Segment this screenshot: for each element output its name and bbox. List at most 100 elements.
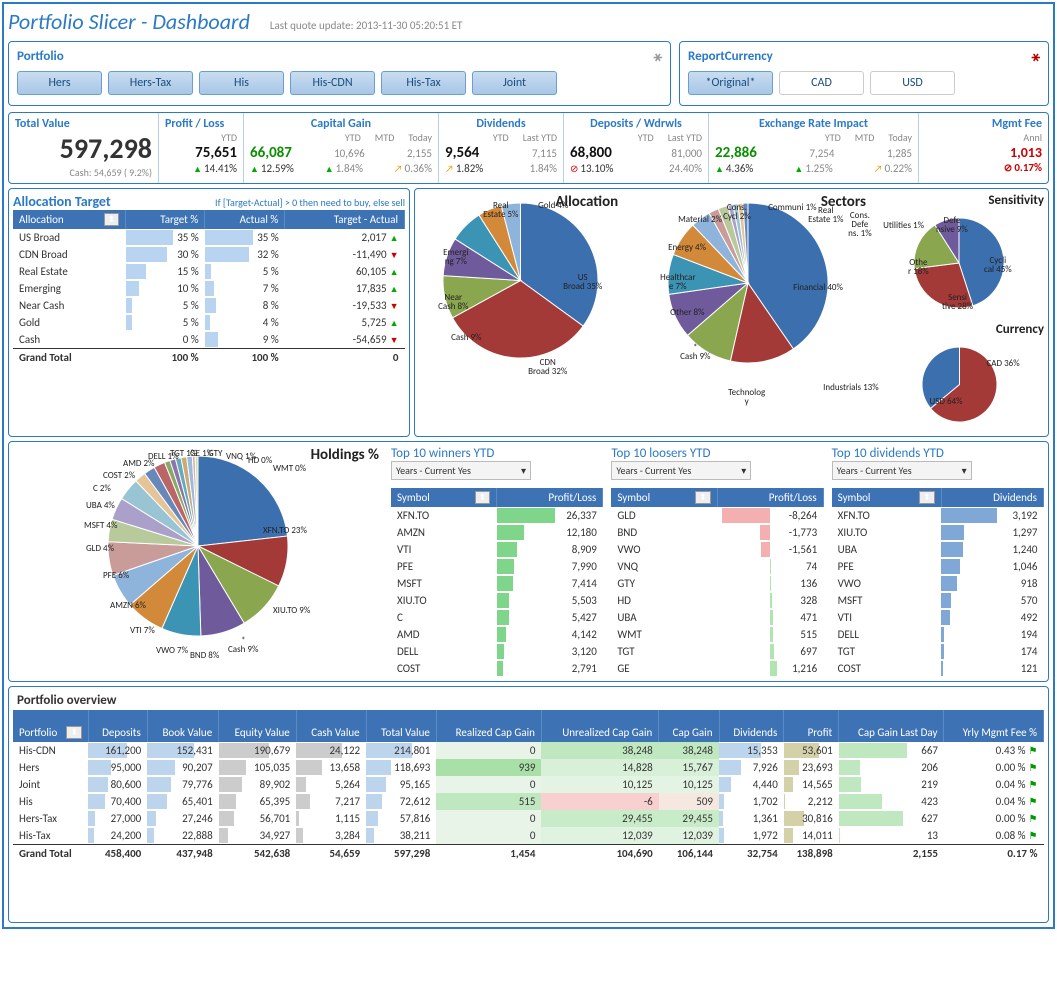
top10-row: XIU.TO5,503 xyxy=(391,592,603,609)
kpi-total: Total Value 597,298 Cash: 54,659 ( 9.2%) xyxy=(9,113,159,183)
col-header[interactable]: Allocation⬍ xyxy=(13,210,126,229)
top10-row: TGT174 xyxy=(832,643,1044,660)
alloc-hint: If [Target-Actual] > 0 then need to buy,… xyxy=(215,196,405,209)
col-header[interactable]: Realized Cap Gain xyxy=(436,710,541,742)
portfolio-btn[interactable]: His-CDN xyxy=(290,71,375,95)
kpi-fee: Mgmt FeeAnnl 1,013 0.17% xyxy=(919,113,1048,183)
col-header[interactable]: Cap Gain xyxy=(659,710,719,742)
overview-title: Portfolio overview xyxy=(13,691,1044,710)
alloc-row: Emerging 10 % 7 % 17,835 xyxy=(13,280,405,297)
overview-row: Hers 95,00090,207105,03513,658118,693 93… xyxy=(13,759,1044,776)
top10-row: VTI8,909 xyxy=(391,541,603,558)
portfolio-btn[interactable]: His-Tax xyxy=(381,71,466,95)
overview-row: His 70,40065,40165,3957,21772,612 515-65… xyxy=(13,793,1044,810)
alloc-row: Cash 0 % 9 % -54,659 xyxy=(13,331,405,349)
alloc-row: US Broad 35 % 35 % 2,017 xyxy=(13,229,405,246)
top10-row: GTY136 xyxy=(611,575,823,592)
last-update: Last quote update: 2013-11-30 05:20:51 E… xyxy=(270,19,462,32)
col-header[interactable]: Unrealized Cap Gain xyxy=(541,710,658,742)
year-filter[interactable]: Years - Current Yes▾ xyxy=(611,461,751,480)
portfolio-btn[interactable]: Hers-Tax xyxy=(108,71,193,95)
top10-row: C5,427 xyxy=(391,609,603,626)
top10-row: UBA471 xyxy=(611,609,823,626)
col-header[interactable]: Deposits xyxy=(88,710,147,742)
alloc-row: Gold 5 % 4 % 5,725 xyxy=(13,314,405,331)
top10-row: AMZN12,180 xyxy=(391,524,603,541)
col-header[interactable]: Symbol⬍ xyxy=(391,488,497,507)
holdings-panel: Holdings % XFN.TO 23%XIU.TO 9%*Cash 9%BN… xyxy=(8,441,1049,682)
allocation-target-panel: Allocation Target If [Target-Actual] > 0… xyxy=(8,188,410,437)
top10-row: MSFT570 xyxy=(832,592,1044,609)
overview-row: His-Tax 24,20022,88834,9273,28438,211 01… xyxy=(13,827,1044,845)
col-header[interactable]: Profit/Loss xyxy=(717,488,823,507)
kpi-div: Dividends YTDLast YTD 9,5647,115 1.82%1.… xyxy=(439,113,564,183)
alloc-title: Allocation Target xyxy=(13,193,111,210)
pie-chart xyxy=(922,347,997,422)
kpi-dep: Deposits / Wdrwls YTDLast YTD 68,80081,0… xyxy=(564,113,709,183)
kpi-cg: Capital Gain YTDMTDToday 66,08710,6962,1… xyxy=(244,113,439,183)
overview-row: Hers-Tax 27,00027,24656,7011,11557,816 0… xyxy=(13,810,1044,827)
portfolio-slicer: Portfolio ⚹ HersHers-TaxHisHis-CDNHis-Tax… xyxy=(8,41,671,106)
col-header[interactable]: Actual % xyxy=(205,210,285,229)
col-header[interactable]: Yrly Mgmt Fee % xyxy=(944,710,1044,742)
currency-btn[interactable]: USD xyxy=(870,71,955,95)
kpi-pl: Profit / LossYTD 75,651 14.41% xyxy=(159,113,244,183)
top10-title: Top 10 dividends YTD xyxy=(832,446,1044,461)
col-header[interactable]: Cap Gain Last Day xyxy=(839,710,944,742)
top10-row: DELL194 xyxy=(832,626,1044,643)
overview-row: Joint 80,60079,77689,9025,26495,165 010,… xyxy=(13,776,1044,793)
chart-title: Currency xyxy=(874,322,1044,337)
currency-btn[interactable]: *Original* xyxy=(688,71,773,95)
top10-row: XFN.TO3,192 xyxy=(832,507,1044,524)
col-header[interactable]: Total Value xyxy=(366,710,436,742)
top10-row: VTI492 xyxy=(832,609,1044,626)
col-header[interactable]: Profit xyxy=(784,710,839,742)
chart-title: Sensitivity xyxy=(874,193,1044,208)
top10-row: WMT515 xyxy=(611,626,823,643)
col-header[interactable]: Dividends xyxy=(941,488,1043,507)
portfolio-slicer-title: Portfolio xyxy=(17,49,64,64)
top10-row: GE1,216 xyxy=(611,660,823,677)
year-filter[interactable]: Years - Current Yes▾ xyxy=(832,461,972,480)
portfolio-btn[interactable]: His xyxy=(199,71,284,95)
alloc-row: Near Cash 5 % 8 % -19,533 xyxy=(13,297,405,314)
top10-row: DELL3,120 xyxy=(391,643,603,660)
top10-row: MSFT7,414 xyxy=(391,575,603,592)
top10-row: HD328 xyxy=(611,592,823,609)
col-header[interactable]: Equity Value xyxy=(219,710,297,742)
top10-row: PFE7,990 xyxy=(391,558,603,575)
top10-row: XIU.TO1,297 xyxy=(832,524,1044,541)
col-header[interactable]: Portfolio⬍ xyxy=(13,710,88,742)
portfolio-btn[interactable]: Hers xyxy=(17,71,102,95)
dashboard-title: Portfolio Slicer - Dashboard xyxy=(8,8,250,35)
col-header[interactable]: Dividends xyxy=(719,710,784,742)
top10-row: VWO-1,561 xyxy=(611,541,823,558)
col-header[interactable]: Book Value xyxy=(147,710,218,742)
top10-row: VWO918 xyxy=(832,575,1044,592)
top10-row: UBA1,240 xyxy=(832,541,1044,558)
top10-row: BND-1,773 xyxy=(611,524,823,541)
col-header[interactable]: Symbol⬍ xyxy=(832,488,941,507)
overview-panel: Portfolio overview Portfolio⬍DepositsBoo… xyxy=(8,686,1049,923)
col-header[interactable]: Profit/Loss xyxy=(497,488,603,507)
currency-btn[interactable]: CAD xyxy=(779,71,864,95)
col-header[interactable]: Cash Value xyxy=(296,710,366,742)
currency-slicer-title: ReportCurrency xyxy=(688,49,773,64)
alloc-row: CDN Broad 30 % 32 % -11,490 xyxy=(13,246,405,263)
top10-row: PFE1,046 xyxy=(832,558,1044,575)
top10-row: COST121 xyxy=(832,660,1044,677)
col-header[interactable]: Symbol⬍ xyxy=(611,488,717,507)
col-header[interactable]: Target % xyxy=(126,210,205,229)
col-header[interactable]: Target - Actual xyxy=(285,210,405,229)
alloc-row: Real Estate 15 % 5 % 60,105 xyxy=(13,263,405,280)
top10-row: TGT697 xyxy=(611,643,823,660)
portfolio-btn[interactable]: Joint xyxy=(472,71,557,95)
clear-filter-icon[interactable]: ⚹ xyxy=(1032,48,1040,65)
year-filter[interactable]: Years - Current Yes▾ xyxy=(391,461,531,480)
top10-row: GLD-8,264 xyxy=(611,507,823,524)
pie-panel: Allocation USBroad 35%CDNBroad 32%Cash 9… xyxy=(414,188,1049,437)
clear-filter-icon[interactable]: ⚹ xyxy=(654,48,662,65)
top10-row: AMD4,142 xyxy=(391,626,603,643)
top10-title: Top 10 loosers YTD xyxy=(611,446,823,461)
top10-row: XFN.TO26,337 xyxy=(391,507,603,524)
